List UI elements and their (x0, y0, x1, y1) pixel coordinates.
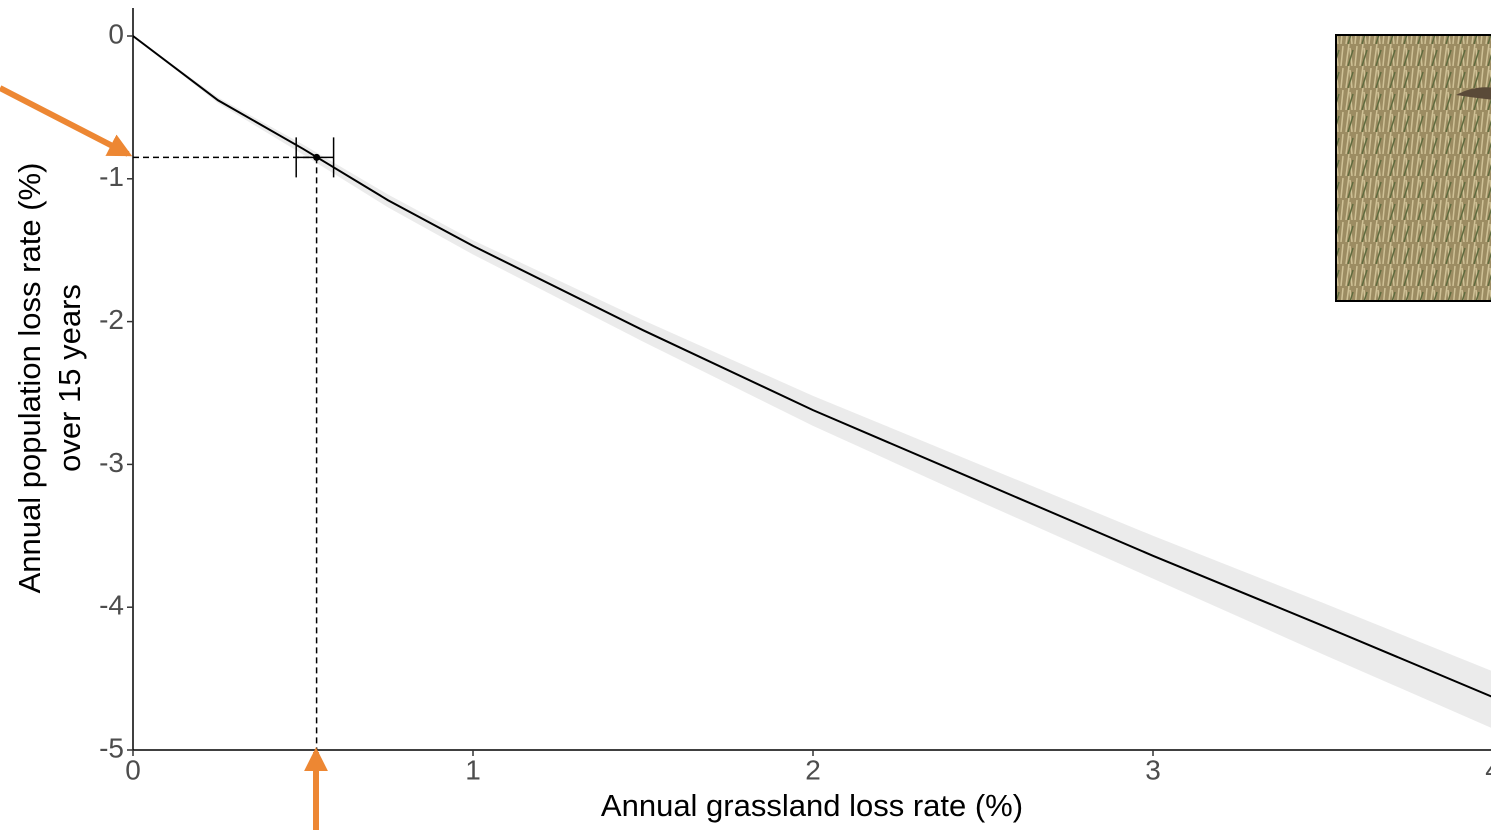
y-tick-label: -2 (99, 304, 124, 335)
inset-photo (1335, 34, 1491, 302)
confidence-band (133, 36, 1491, 728)
y-tick-label: -3 (99, 447, 124, 478)
x-tick-label: 2 (805, 754, 821, 785)
x-tick-label: 4 (1485, 754, 1491, 785)
x-tick-label: 0 (125, 754, 141, 785)
inset-photo-detail (1456, 87, 1491, 100)
plot-area: 0-1-2-3-4-501234 (99, 8, 1491, 785)
y-tick-label: -4 (99, 590, 124, 621)
line (132, 35, 1491, 698)
x-tick-label: 1 (465, 754, 481, 785)
y-tick-label: 0 (108, 18, 124, 49)
x-axis-title: Annual grassland loss rate (%) (601, 788, 1023, 823)
y-axis-title: Annual population loss rate (%) (12, 163, 47, 594)
point (313, 153, 321, 161)
y-tick-label: -5 (99, 732, 124, 763)
y-axis-title: over 15 years (52, 284, 87, 472)
arrow (0, 85, 133, 157)
x-tick-label: 3 (1145, 754, 1161, 785)
y-tick-label: -1 (99, 161, 124, 192)
